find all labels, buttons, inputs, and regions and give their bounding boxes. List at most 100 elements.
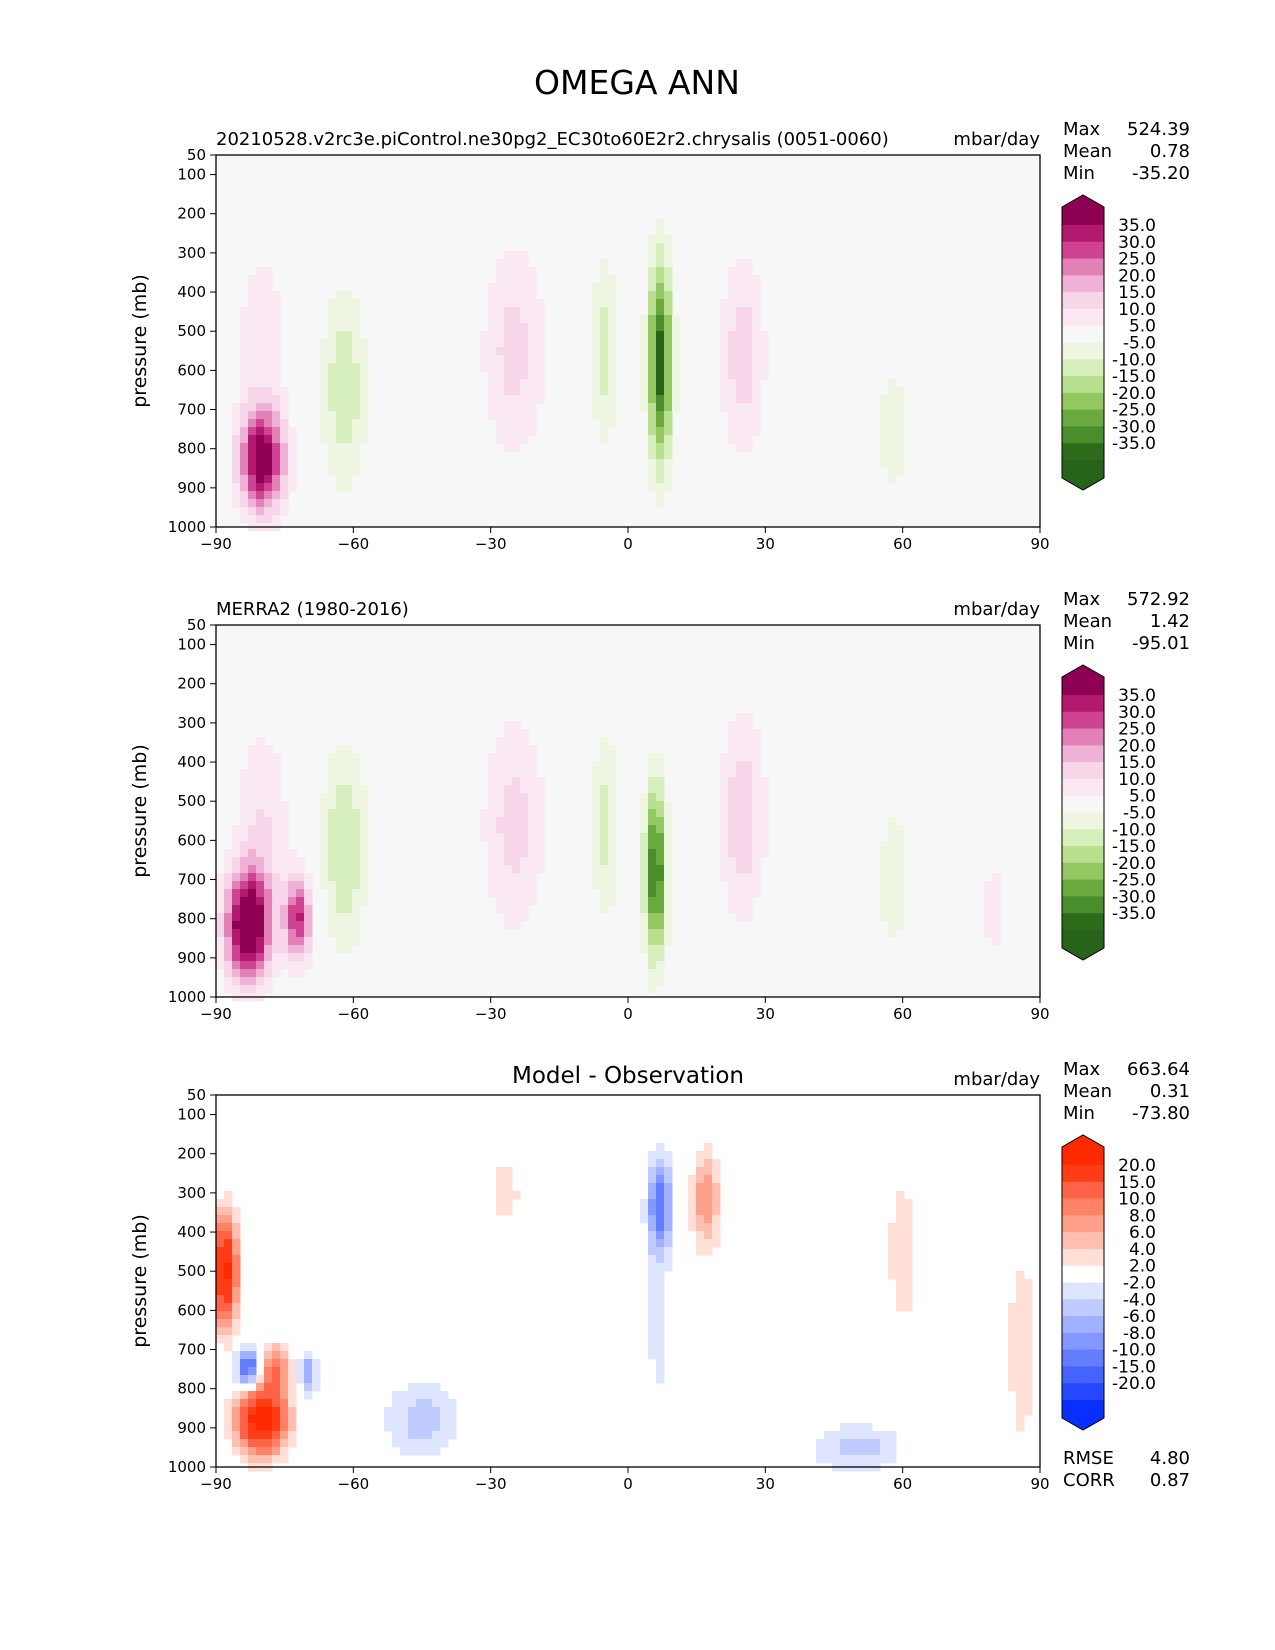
field-cell — [240, 833, 249, 842]
field-cell — [528, 427, 537, 436]
field-cell — [320, 379, 329, 388]
field-cell — [664, 817, 673, 826]
field-cell — [248, 985, 257, 994]
field-cell — [264, 291, 273, 300]
field-cell — [232, 865, 241, 874]
field-cell — [760, 793, 769, 802]
field-cell — [272, 371, 281, 380]
field-cell — [904, 1279, 913, 1288]
field-cell — [752, 307, 761, 316]
field-cell — [480, 825, 489, 834]
field-cell — [656, 1271, 665, 1280]
field-cell — [264, 977, 273, 986]
field-cell — [608, 275, 617, 284]
field-cell — [504, 435, 513, 444]
field-cell — [408, 1423, 417, 1432]
field-cell — [352, 921, 361, 930]
field-cell — [344, 347, 353, 356]
field-cell — [1024, 1383, 1033, 1392]
field-cell — [272, 491, 281, 500]
field-cell — [232, 1255, 241, 1264]
stat-value: 0.31 — [1150, 1081, 1190, 1102]
colorbar-band — [1062, 1332, 1104, 1351]
field-cell — [264, 1367, 273, 1376]
field-cell — [728, 873, 737, 882]
field-cell — [520, 761, 529, 770]
field-cell — [512, 849, 521, 858]
field-cell — [256, 761, 265, 770]
field-cell — [216, 1311, 225, 1320]
colorbar-band — [1062, 392, 1104, 411]
field-cell — [336, 291, 345, 300]
colorbar-tick-label: -35.0 — [1112, 904, 1156, 924]
colorbar-extend-top — [1062, 1135, 1104, 1165]
field-cell — [336, 833, 345, 842]
field-cell — [656, 865, 665, 874]
field-cell — [704, 1159, 713, 1168]
field-cell — [728, 419, 737, 428]
field-cell — [232, 945, 241, 954]
field-cell — [656, 227, 665, 236]
field-cell — [656, 849, 665, 858]
field-cell — [712, 1239, 721, 1248]
field-cell — [648, 275, 657, 284]
field-cell — [504, 387, 513, 396]
field-cell — [1024, 1279, 1033, 1288]
field-cell — [240, 1375, 249, 1384]
field-cell — [496, 291, 505, 300]
field-cell — [216, 1271, 225, 1280]
field-cell — [520, 339, 529, 348]
field-cell — [232, 953, 241, 962]
field-cell — [752, 857, 761, 866]
field-cell — [232, 1295, 241, 1304]
field-cell — [272, 1375, 281, 1384]
field-cell — [992, 881, 1001, 890]
field-cell — [704, 1199, 713, 1208]
field-cell — [656, 459, 665, 468]
field-cell — [720, 371, 729, 380]
y-tick-label: 50 — [187, 616, 206, 634]
field-cell — [1016, 1415, 1025, 1424]
colorbar-extend-top — [1062, 195, 1104, 225]
field-cell — [504, 267, 513, 276]
field-cell — [648, 411, 657, 420]
field-cell — [880, 411, 889, 420]
field-cell — [352, 355, 361, 364]
field-cell — [720, 793, 729, 802]
field-cell — [640, 809, 649, 818]
field-cell — [744, 435, 753, 444]
field-cell — [264, 1415, 273, 1424]
field-cell — [480, 347, 489, 356]
field-cell — [656, 387, 665, 396]
field-cell — [1024, 1303, 1033, 1312]
field-cell — [232, 1439, 241, 1448]
field-cell — [408, 1407, 417, 1416]
field-cell — [264, 419, 273, 428]
colorbar-tick-label: 10.0 — [1118, 1190, 1156, 1210]
y-tick-label: 500 — [177, 1262, 206, 1280]
field-cell — [752, 355, 761, 364]
field-cell — [672, 379, 681, 388]
field-cell — [688, 1183, 697, 1192]
field-cell — [512, 841, 521, 850]
field-cell — [640, 857, 649, 866]
field-cell — [352, 435, 361, 444]
field-cell — [744, 275, 753, 284]
panel-title: Model - Observation — [512, 1063, 744, 1089]
field-cell — [600, 817, 609, 826]
field-cell — [272, 929, 281, 938]
field-cell — [272, 857, 281, 866]
field-cell — [664, 387, 673, 396]
field-cell — [248, 331, 257, 340]
field-cell — [656, 1247, 665, 1256]
field-cell — [280, 483, 289, 492]
field-cell — [304, 1359, 313, 1368]
field-cell — [272, 937, 281, 946]
colorbar-tick-label: -4.0 — [1123, 1290, 1156, 1310]
field-cell — [744, 267, 753, 276]
field-cell — [640, 1207, 649, 1216]
field-cell — [752, 825, 761, 834]
field-cell — [264, 515, 273, 524]
field-cell — [752, 387, 761, 396]
field-cell — [288, 881, 297, 890]
